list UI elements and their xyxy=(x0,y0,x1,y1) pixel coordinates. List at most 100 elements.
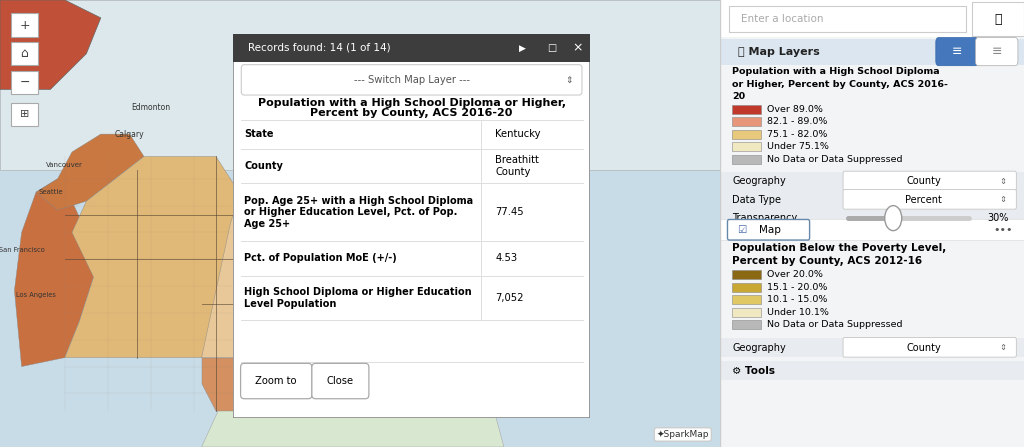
Text: Population Below the Poverty Level,: Population Below the Poverty Level, xyxy=(732,243,946,253)
Polygon shape xyxy=(65,156,245,358)
Text: Zoom to: Zoom to xyxy=(255,376,297,386)
Bar xyxy=(720,338,1024,357)
Text: 30%: 30% xyxy=(987,213,1009,223)
Text: •••: ••• xyxy=(993,225,1013,235)
FancyBboxPatch shape xyxy=(843,337,1017,357)
Text: No Data or Data Suppressed: No Data or Data Suppressed xyxy=(767,320,902,329)
Bar xyxy=(233,34,590,62)
Bar xyxy=(732,308,761,317)
Text: Detroit: Detroit xyxy=(421,144,443,151)
Bar xyxy=(720,361,1024,380)
Text: Philadelphia: Philadelphia xyxy=(470,190,509,195)
Text: ×: × xyxy=(572,42,583,55)
Bar xyxy=(720,219,1024,240)
Polygon shape xyxy=(454,224,489,259)
Text: Percent: Percent xyxy=(905,195,942,205)
FancyBboxPatch shape xyxy=(843,190,1017,209)
Text: Breathitt
County: Breathitt County xyxy=(496,156,540,177)
Polygon shape xyxy=(0,0,720,170)
Text: ⇕: ⇕ xyxy=(564,76,572,84)
Text: 10.1 - 15.0%: 10.1 - 15.0% xyxy=(767,295,827,304)
Bar xyxy=(11,42,38,65)
Text: 82.1 - 89.0%: 82.1 - 89.0% xyxy=(767,117,827,126)
Polygon shape xyxy=(345,170,475,358)
Text: ⇕: ⇕ xyxy=(999,177,1007,186)
Polygon shape xyxy=(36,134,144,210)
Text: Ottawa: Ottawa xyxy=(463,122,487,128)
Polygon shape xyxy=(202,367,504,447)
Text: Close: Close xyxy=(327,376,354,386)
Text: Population with a High School Diploma: Population with a High School Diploma xyxy=(732,67,940,76)
Text: +: + xyxy=(19,18,30,32)
Bar xyxy=(720,172,1024,190)
Bar xyxy=(732,270,761,279)
Text: ⚙ Tools: ⚙ Tools xyxy=(732,366,775,376)
Text: 77.45: 77.45 xyxy=(496,207,524,217)
Text: Edmonton: Edmonton xyxy=(132,103,171,112)
Text: ≡: ≡ xyxy=(991,45,1001,59)
Bar xyxy=(11,103,38,126)
Text: 15.1 - 20.0%: 15.1 - 20.0% xyxy=(767,283,827,292)
Text: CUBA: CUBA xyxy=(406,411,429,420)
Text: ⇕: ⇕ xyxy=(999,195,1007,204)
Text: Geography: Geography xyxy=(732,343,785,353)
Text: Washington: Washington xyxy=(457,212,494,217)
Text: Boston: Boston xyxy=(493,158,515,164)
Text: State: State xyxy=(244,130,273,139)
FancyBboxPatch shape xyxy=(241,363,312,399)
Polygon shape xyxy=(432,349,489,411)
Text: or Higher, Percent by County, ACS 2016-: or Higher, Percent by County, ACS 2016- xyxy=(732,80,948,89)
Text: Seattle: Seattle xyxy=(38,189,62,195)
Text: ⊞: ⊞ xyxy=(19,110,29,119)
Text: Under 10.1%: Under 10.1% xyxy=(767,308,828,317)
Text: County: County xyxy=(906,343,941,353)
Text: Over 89.0%: Over 89.0% xyxy=(767,105,823,114)
Text: Records found: 14 (1 of 14): Records found: 14 (1 of 14) xyxy=(248,43,390,53)
Text: 7,052: 7,052 xyxy=(496,293,524,303)
Bar xyxy=(11,13,38,37)
Text: Los Angeles: Los Angeles xyxy=(16,292,56,298)
Polygon shape xyxy=(468,188,504,224)
Text: ▶: ▶ xyxy=(518,43,525,52)
Text: High School Diploma or Higher Education
Level Population: High School Diploma or Higher Education … xyxy=(244,287,472,308)
Bar xyxy=(720,208,1024,227)
Text: 75.1 - 82.0%: 75.1 - 82.0% xyxy=(767,130,827,139)
Bar xyxy=(732,283,761,292)
Text: Geography: Geography xyxy=(732,177,785,186)
Circle shape xyxy=(885,206,902,231)
Text: CANADA: CANADA xyxy=(252,63,295,72)
Text: 4.53: 4.53 xyxy=(496,253,517,263)
Bar xyxy=(732,117,761,126)
FancyBboxPatch shape xyxy=(975,38,1018,66)
Text: Miami: Miami xyxy=(443,328,464,334)
Text: County: County xyxy=(906,177,941,186)
Text: Toronto: Toronto xyxy=(440,153,466,160)
Bar xyxy=(732,295,761,304)
Text: ≡: ≡ xyxy=(952,45,963,59)
Text: Over 20.0%: Over 20.0% xyxy=(767,270,823,279)
Bar xyxy=(732,142,761,151)
Bar xyxy=(11,71,38,94)
Bar xyxy=(720,190,1024,209)
Text: Data Type: Data Type xyxy=(732,195,781,205)
Text: Pop. Age 25+ with a High School Diploma
or Higher Education Level, Pct. of Pop.
: Pop. Age 25+ with a High School Diploma … xyxy=(244,196,473,229)
Text: County: County xyxy=(244,161,283,171)
Text: Transparency: Transparency xyxy=(732,213,798,223)
Polygon shape xyxy=(202,179,360,358)
FancyBboxPatch shape xyxy=(242,65,582,95)
Text: MEXICO: MEXICO xyxy=(233,393,270,402)
Polygon shape xyxy=(0,0,100,89)
Text: □: □ xyxy=(547,43,556,53)
Text: ⌂: ⌂ xyxy=(20,47,29,60)
FancyBboxPatch shape xyxy=(843,171,1017,191)
Text: Havana: Havana xyxy=(390,386,417,392)
Text: Vancouver: Vancouver xyxy=(46,162,83,169)
Text: Percent by County, ACS 2012-16: Percent by County, ACS 2012-16 xyxy=(732,257,923,266)
Text: Map: Map xyxy=(760,225,781,235)
Text: Enter a location: Enter a location xyxy=(741,14,823,24)
FancyBboxPatch shape xyxy=(936,38,978,66)
Text: ✦SparkMap: ✦SparkMap xyxy=(656,430,709,439)
Polygon shape xyxy=(202,358,446,411)
Text: ⇕: ⇕ xyxy=(999,343,1007,352)
Text: Under 75.1%: Under 75.1% xyxy=(767,142,828,151)
